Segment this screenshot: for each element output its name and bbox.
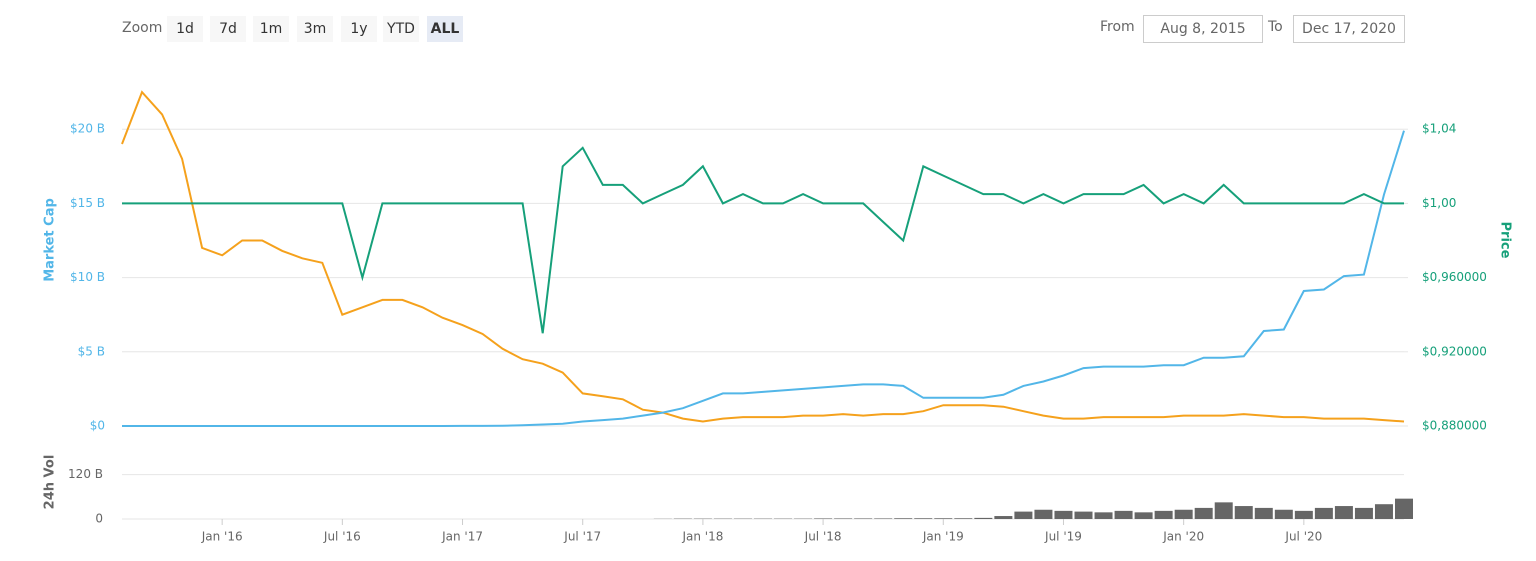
y2-tick-label: $0,920000 [1422, 344, 1487, 358]
volume-bar [1094, 512, 1113, 519]
x-tick-label: Jan '17 [441, 530, 483, 544]
volume-bar [1014, 511, 1033, 519]
zoom-button[interactable]: 1m [253, 16, 289, 42]
x-tick-label: Jan '18 [681, 530, 723, 544]
y2-tick-label: $0,880000 [1422, 419, 1487, 433]
volume-bar [954, 518, 973, 519]
volume-bar [1054, 510, 1073, 519]
y2-tick-label: $1,00 [1422, 196, 1456, 210]
volume-bar [1254, 507, 1273, 519]
volume-bar [1134, 512, 1153, 519]
y-tick-label: 0 [95, 512, 103, 526]
volume-bar [894, 518, 913, 519]
zoom-button[interactable]: 3m [297, 16, 333, 42]
zoom-button[interactable]: ALL [427, 16, 463, 42]
y-tick-label: $5 B [78, 344, 105, 358]
volume-bar [994, 516, 1013, 519]
series-line [122, 130, 1405, 427]
volume-bar [874, 518, 893, 519]
volume-bar [1354, 507, 1373, 519]
volume-bar [1174, 509, 1193, 519]
y-tick-label: $10 B [70, 270, 105, 284]
x-tick-label: Jan '16 [201, 530, 243, 544]
x-tick-label: Jul '16 [323, 530, 361, 544]
x-tick-label: Jul '19 [1044, 530, 1082, 544]
x-tick-label: Jul '18 [804, 530, 842, 544]
volume-bar [854, 518, 873, 519]
volume-bar [1374, 504, 1393, 519]
volume-bar [1294, 510, 1313, 519]
series-line [121, 90, 1405, 423]
volume-bar [814, 518, 833, 519]
x-tick-label: Jul '17 [563, 530, 601, 544]
y2-tick-label: $1,04 [1422, 122, 1456, 136]
x-tick-label: Jan '20 [1162, 530, 1204, 544]
volume-bar [1334, 506, 1353, 519]
y-axis-title: 24h Vol [43, 455, 58, 510]
volume-bar [1034, 509, 1053, 519]
volume-bar [834, 518, 853, 519]
y-tick-label: $15 B [70, 196, 105, 210]
volume-bar [1314, 507, 1333, 519]
x-tick-label: Jan '19 [922, 530, 964, 544]
zoom-button[interactable]: 1y [341, 16, 377, 42]
zoom-button[interactable]: 1d [167, 16, 203, 42]
volume-bar [1214, 502, 1233, 519]
volume-bar [1234, 506, 1253, 519]
series-line [122, 146, 1404, 334]
from-input[interactable]: Aug 8, 2015 [1143, 15, 1263, 43]
zoom-label: Zoom [122, 20, 163, 36]
to-label: To [1268, 19, 1283, 35]
volume-bar [914, 518, 933, 519]
y-tick-label: $20 B [70, 122, 105, 136]
from-label: From [1100, 19, 1135, 35]
to-input[interactable]: Dec 17, 2020 [1293, 15, 1405, 43]
volume-bar [1154, 510, 1173, 519]
y-tick-label: 120 B [68, 467, 103, 481]
volume-bar [934, 518, 953, 519]
zoom-button[interactable]: 7d [210, 16, 246, 42]
volume-bar [1074, 511, 1093, 519]
volume-bar [1194, 507, 1213, 519]
y-axis-title: Market Cap [43, 198, 58, 282]
volume-bar [1114, 510, 1133, 519]
volume-bar [1395, 498, 1413, 519]
x-tick-label: Jul '20 [1284, 530, 1322, 544]
y-tick-label: $0 [90, 419, 105, 433]
y2-axis-title: Price [1498, 222, 1513, 259]
volume-bar [1274, 509, 1293, 519]
zoom-button[interactable]: YTD [383, 16, 419, 42]
volume-bar [974, 517, 993, 519]
y2-tick-label: $0,960000 [1422, 270, 1487, 284]
